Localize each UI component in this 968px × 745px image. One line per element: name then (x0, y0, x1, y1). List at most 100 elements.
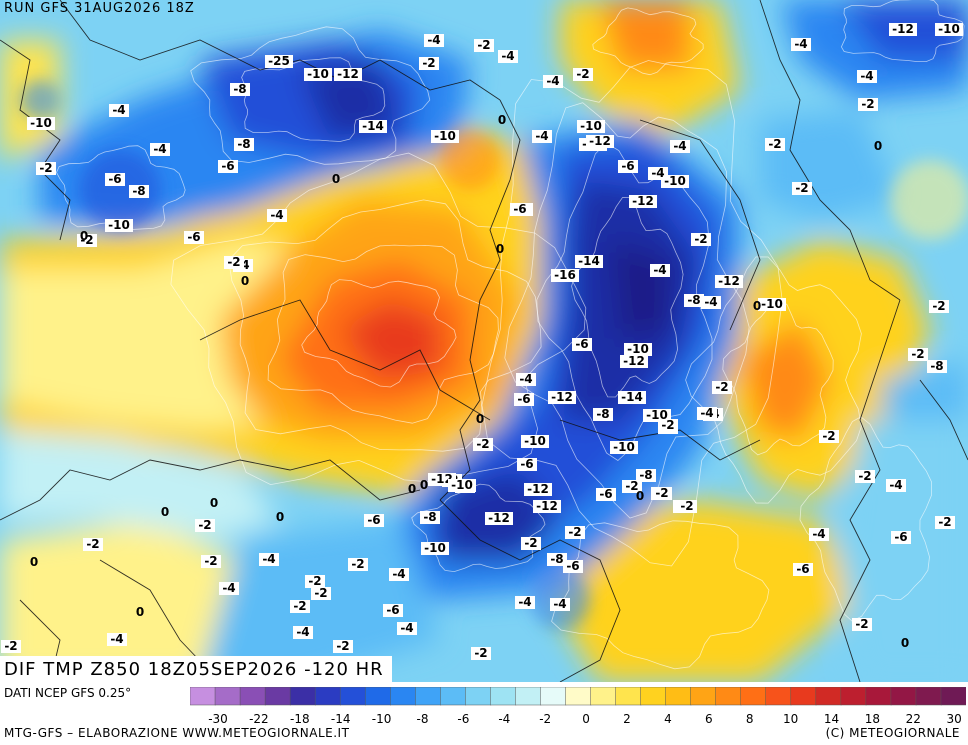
colorbar-swatch (189, 686, 216, 706)
isoline-label: -2 (680, 499, 693, 513)
isoline-label-background (586, 135, 614, 148)
colorbar-swatch (364, 686, 392, 706)
isoline-label: -8 (930, 359, 943, 373)
isoline-label-background (855, 470, 875, 483)
colorbar-swatch (665, 686, 692, 706)
isoline-contour (190, 26, 431, 165)
isoline-label-background (290, 600, 310, 613)
isoline-label: -2 (476, 437, 489, 451)
isoline-label-background (697, 407, 717, 420)
isoline-label: -4 (519, 372, 532, 386)
isoline-label: -8 (639, 468, 652, 482)
colorbar-swatch (765, 686, 792, 706)
isoline-label-background (27, 117, 55, 130)
credit-left: MTG-GFS – ELABORAZIONE WWW.METEOGIORNALE… (4, 726, 350, 740)
isoline-label-background (267, 209, 287, 222)
isoline-label: -2 (293, 599, 306, 613)
isoline-label: -6 (367, 513, 380, 527)
isoline-label-background (510, 203, 530, 216)
isoline-label-background (577, 120, 605, 133)
colorbar-swatch (615, 686, 642, 706)
isoline-label-background (852, 618, 872, 631)
colorbar-swatch (289, 686, 316, 706)
isoline-label: -6 (575, 337, 588, 351)
isoline-label: -6 (187, 230, 200, 244)
isoline-label: -2 (576, 67, 589, 81)
map-canvas: -12 -10-25-4 -2 -4-8-4-2-10 -12 -4-10-2-4-2-1… (0, 0, 968, 682)
isoline-label: -12 (632, 194, 654, 208)
isoline-label: -2 (4, 639, 17, 653)
isoline-label-background (498, 50, 518, 63)
isoline-label: -6 (386, 603, 399, 617)
isoline-label: -4 (270, 208, 283, 222)
isoline-contour (411, 483, 546, 573)
colorbar-tick-label: -22 (249, 712, 269, 726)
data-source-label: DATI NCEP GFS 0.25° (4, 686, 132, 700)
isoline-label: -8 (132, 184, 145, 198)
isoline-label-background (551, 269, 579, 282)
isoline-label: -10 (434, 129, 456, 143)
isoline-label: -4 (518, 595, 531, 609)
isoline-contour (170, 152, 587, 486)
colorbar-swatch (715, 686, 742, 706)
isoline-label: -4 (535, 129, 548, 143)
isoline-label-background (650, 264, 670, 277)
isoline-label-background (424, 34, 444, 47)
isoline-label-background (620, 355, 648, 368)
isoline-labels: -12 -10-25-4 -2 -4-8-4-2-10 -12 -4-10-2-4-2-1… (1, 22, 963, 660)
isoline-label-background (521, 435, 549, 448)
isoline-label-background (305, 575, 325, 588)
field-label: DIF TMP Z850 18Z05SEP2026 -120 HR (0, 656, 392, 684)
colorbar-swatch (264, 686, 291, 706)
isoline-label: -10 (664, 174, 686, 188)
isoline-label-background (929, 300, 949, 313)
coastline-border (0, 459, 421, 521)
isoline-label: -4 (112, 103, 125, 117)
isoline-label-background (265, 55, 293, 68)
isoline-label-background (333, 640, 353, 653)
isoline-label-background (677, 500, 697, 513)
isoline-label: -2 (474, 646, 487, 660)
isoline-label: -12 (551, 390, 573, 404)
colorbar-tick-label: 6 (704, 712, 713, 726)
isoline-label: -2 (715, 380, 728, 394)
isoline-label: -6 (520, 457, 533, 471)
colorbar-tick-label: -4 (498, 712, 511, 726)
isoline-label: -4 (553, 597, 566, 611)
isoline-label-background (129, 185, 149, 198)
run-label: RUN GFS 31AUG2026 18Z (4, 1, 195, 16)
isoline-label: -16 (554, 268, 576, 282)
isoline-zero-label: 0 (332, 172, 340, 186)
isoline-label-background (765, 138, 785, 151)
isoline-label-background (857, 70, 877, 83)
isoline-label-background (593, 408, 613, 421)
isoline-label-background (485, 512, 513, 525)
isoline-label-background (701, 296, 721, 309)
isoline-label: -2 (858, 469, 871, 483)
footer: DATI NCEP GFS 0.25° -30 -22 -18 -14 -10 -8 -6-… (0, 682, 968, 745)
colorbar-swatch (214, 686, 241, 706)
isoline-label: -2 (39, 161, 52, 175)
isoline-label: -6 (566, 559, 579, 573)
isoline-contour (571, 197, 684, 398)
isoline-contour (56, 145, 186, 231)
isoline-label-background (471, 647, 491, 660)
isoline-label: -2 (308, 574, 321, 588)
isoline-label-background (195, 519, 215, 532)
isoline-label-background (636, 469, 656, 482)
isoline-label-background (474, 39, 494, 52)
isoline-label: -8 (423, 510, 436, 524)
isoline-zero-label: 0 (496, 242, 504, 256)
isoline-zero-label: 0 (161, 505, 169, 519)
isoline-label: -10 (30, 116, 52, 130)
isoline-label-background (364, 514, 384, 527)
isoline-label-background (514, 393, 534, 406)
isoline-contour (301, 279, 457, 388)
isoline-label: -10 (424, 541, 446, 555)
colorbar-swatch (314, 686, 341, 706)
isoline-label: -8 (596, 407, 609, 421)
isoline-label: -4 (392, 567, 405, 581)
isoline-zero-label: 0 (753, 299, 761, 313)
isoline-label-background (109, 104, 129, 117)
